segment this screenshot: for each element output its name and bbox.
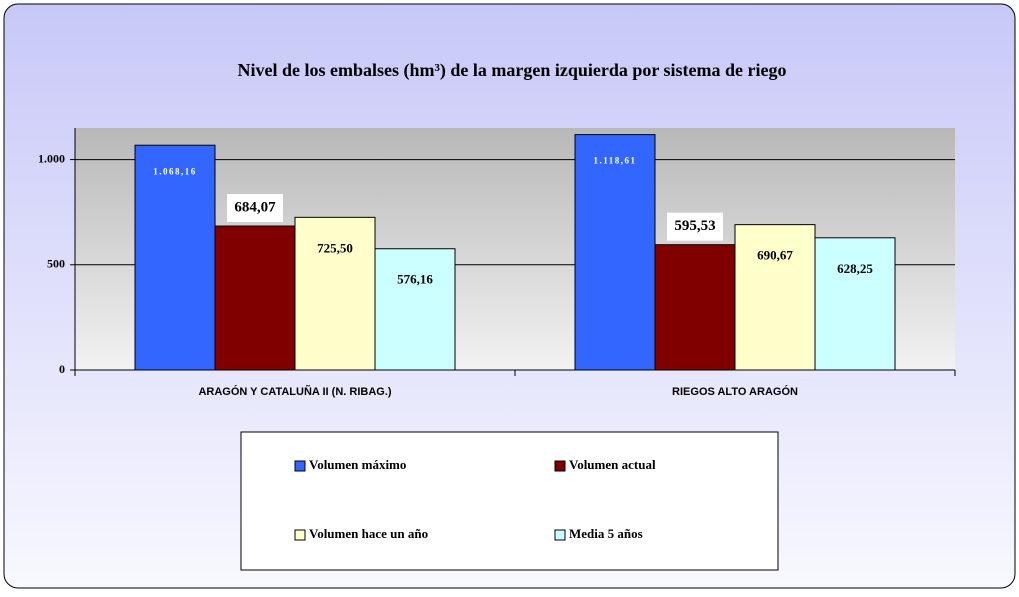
bar <box>294 216 376 371</box>
bar <box>574 134 656 371</box>
data-label-box <box>667 212 723 241</box>
data-label: 628,25 <box>837 261 873 276</box>
legend-label: Media 5 años <box>569 526 643 541</box>
y-tick-label: 1.000 <box>38 151 65 165</box>
data-label: 1.118,61 <box>593 156 636 166</box>
y-tick-label: 500 <box>47 257 65 271</box>
x-tick-label: ARAGÓN Y CATALUÑA II (N. RIBAG.) <box>198 385 391 398</box>
data-label: 595,53 <box>674 218 715 234</box>
legend-swatch <box>294 460 306 472</box>
bar <box>134 144 216 371</box>
data-label: 690,67 <box>757 248 793 263</box>
bar <box>654 244 736 371</box>
bar <box>734 224 816 371</box>
data-label: 576,16 <box>397 272 433 287</box>
data-label: 725,50 <box>317 240 353 255</box>
legend-swatch <box>554 460 566 472</box>
bar <box>214 225 296 371</box>
bar <box>814 237 896 371</box>
x-tick-label: RIEGOS ALTO ARAGÓN <box>672 385 798 398</box>
bar <box>374 248 456 371</box>
legend-label: Volumen máximo <box>309 457 406 472</box>
data-label: 1.068,16 <box>153 166 197 176</box>
legend-swatch <box>294 529 306 541</box>
legend-swatch <box>554 529 566 541</box>
legend-label: Volumen actual <box>569 457 656 472</box>
data-label: 684,07 <box>234 199 276 215</box>
data-label-box <box>227 194 283 223</box>
legend-label: Volumen hace un año <box>309 526 428 541</box>
legend <box>240 431 779 571</box>
y-tick-label: 0 <box>59 362 65 376</box>
chart-title: Nivel de los embalses (hm³) de la margen… <box>237 60 786 81</box>
